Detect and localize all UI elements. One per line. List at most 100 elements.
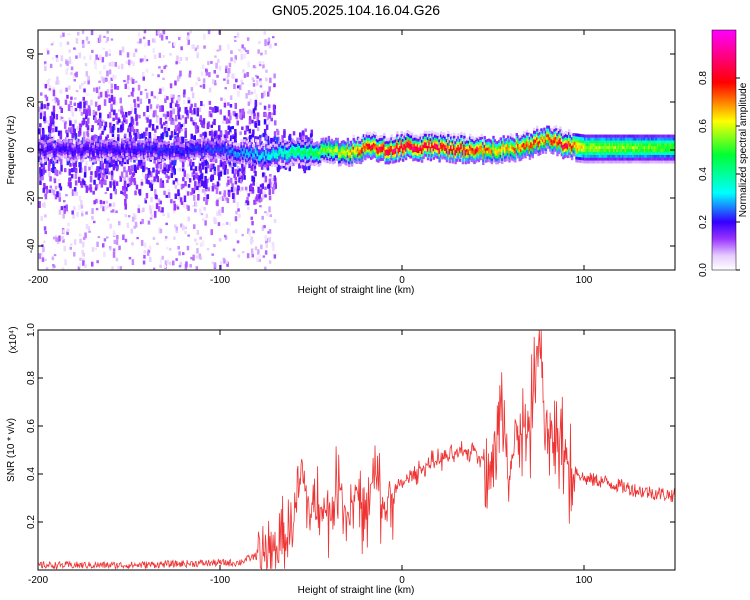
heatmap-cell [139,155,143,159]
heatmap-cell [150,145,153,149]
heatmap-cell [52,89,56,97]
heatmap-cell [349,152,352,156]
heatmap-cell [359,158,363,162]
heatmap-cell [482,159,485,163]
heatmap-cell [127,215,131,218]
heatmap-cell [134,135,138,142]
heatmap-cell [178,122,181,127]
heatmap-cell [416,153,419,156]
heatmap-cell [492,138,495,142]
heatmap-cell [137,154,140,158]
heatmap-cell [244,161,248,165]
heatmap-cell [310,149,313,153]
heatmap-cell [206,152,210,156]
heatmap-cell [132,148,135,152]
heatmap-cell [81,158,85,162]
heatmap-cell [381,146,384,150]
heatmap-cell [524,132,527,136]
heatmap-cell [93,179,96,185]
heatmap-cell [308,158,312,162]
heatmap-cell [46,157,49,161]
heatmap-cell [201,153,204,157]
heatmap-cell [161,147,165,151]
heatmap-cell [259,146,262,150]
heatmap-cell [87,75,90,81]
heatmap-cell [224,236,228,240]
heatmap-cell [58,209,62,215]
heatmap-cell [496,144,499,147]
heatmap-cell [102,128,105,133]
heatmap-cell [142,260,146,265]
heatmap-cell [201,147,204,151]
heatmap-cell [41,175,44,181]
heatmap-cell [171,107,174,110]
heatmap-cell [184,127,187,134]
heatmap-cell [303,147,306,151]
heatmap-cell [230,152,233,156]
heatmap-cell [62,150,66,154]
heatmap-cell [42,187,45,193]
heatmap-cell [120,190,123,194]
heatmap-cell [246,152,249,155]
heatmap-cell [54,156,57,160]
heatmap-cell [451,140,454,144]
heatmap-cell [237,145,240,149]
heatmap-cell [74,168,78,174]
heatmap-cell [521,141,524,145]
heatmap-cell [134,214,137,220]
heatmap-cell [428,148,431,152]
heatmap-cell [451,149,454,152]
heatmap-cell [192,155,195,159]
heatmap-cell [451,154,454,158]
heatmap-cell [227,140,230,144]
heatmap-cell [432,133,435,137]
heatmap-cell [243,53,246,59]
heatmap-cell [43,135,46,142]
heatmap-cell [78,205,81,210]
heatmap-cell [243,47,246,51]
heatmap-cell [483,141,486,145]
heatmap-cell [371,138,374,142]
heatmap-cell [166,179,169,183]
heatmap-cell [320,152,323,156]
heatmap-cell [275,149,278,153]
heatmap-cell [454,144,457,147]
heatmap-cell [399,134,402,138]
heatmap-cell [460,143,463,147]
heatmap-cell [407,133,411,137]
heatmap-cell [228,160,232,165]
heatmap-cell [131,259,135,265]
heatmap-cell [512,138,516,142]
heatmap-cell [514,153,517,157]
heatmap-cell [74,173,78,180]
heatmap-cell [314,156,317,160]
heatmap-cell [58,235,61,242]
heatmap-cell [222,155,226,159]
heatmap-cell [284,148,287,152]
heatmap-cell [399,151,402,155]
heatmap-cell [222,257,226,261]
heatmap-cell [81,210,84,215]
heatmap-cell [402,144,405,148]
heatmap-cell [400,145,403,149]
heatmap-cell [499,140,502,144]
heatmap-cell [243,144,246,148]
heatmap-cell [505,158,508,162]
heatmap-cell [327,144,331,148]
heatmap-cell [155,148,159,152]
heatmap-cell [71,137,75,142]
heatmap-cell [162,213,165,216]
heatmap-cell [206,144,210,148]
heatmap-cell [439,134,443,138]
heatmap-cell [505,140,508,144]
heatmap-cell [445,144,449,148]
heatmap-cell [311,142,315,146]
heatmap-cell [342,143,345,146]
heatmap-cell [292,151,296,155]
heatmap-cell [144,200,147,204]
heatmap-cell [258,254,261,259]
heatmap-cell [80,153,83,157]
heatmap-cell [219,213,222,217]
heatmap-cell [142,165,145,173]
heatmap-cell [84,232,87,239]
